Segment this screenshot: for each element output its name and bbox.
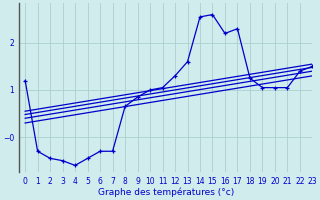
X-axis label: Graphe des températures (°c): Graphe des températures (°c) [98, 188, 234, 197]
